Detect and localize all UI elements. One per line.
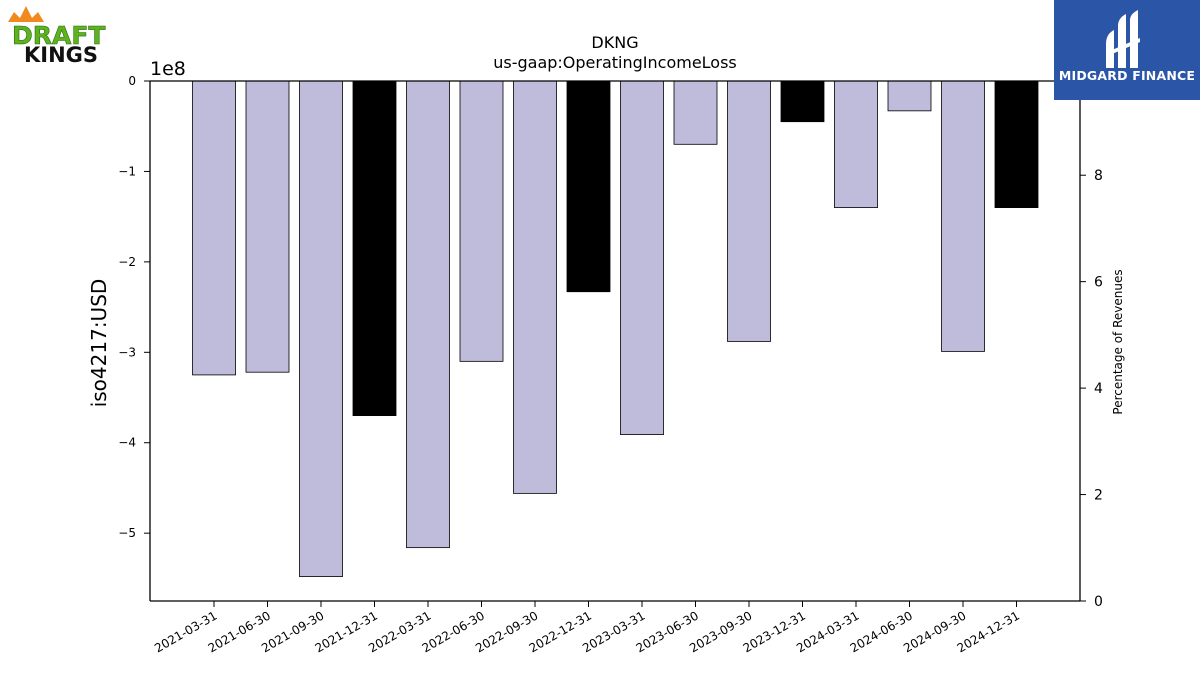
y2-tick-label: 2 (1094, 488, 1103, 504)
chart-subtitle: us-gaap:OperatingIncomeLoss (493, 53, 737, 72)
y-axis-ticks: 0 −1 −2 −3 −4 −5 (118, 74, 150, 540)
bar-2023-12-31 (780, 80, 825, 123)
midgard-finance-text: MIDGARD FINANCE (1058, 68, 1196, 83)
bar-2022-06-30 (459, 80, 504, 362)
y-tick-label: −1 (118, 164, 136, 178)
bar-2021-12-31 (352, 80, 397, 417)
y-axis-label: iso4217:USD (87, 279, 111, 408)
y2-tick-label: 6 (1094, 275, 1103, 291)
y2-axis-ticks: 0 2 4 6 8 (1080, 168, 1103, 610)
y2-tick-label: 4 (1094, 381, 1103, 397)
bar-2024-06-30 (887, 80, 932, 112)
y2-axis-label: Percentage of Revenues (1111, 269, 1125, 414)
y-tick-label: −2 (118, 255, 136, 269)
bar-2022-12-31 (566, 80, 611, 293)
midgard-finance-logo: MIDGARD FINANCE (1054, 0, 1200, 100)
chart-title: DKNG (591, 33, 638, 52)
y2-tick-label: 0 (1094, 594, 1103, 610)
bar-2024-09-30 (941, 80, 985, 352)
logo-line2: KINGS (24, 43, 98, 67)
y-offset-label: 1e8 (150, 58, 186, 80)
y-tick-label: −4 (118, 436, 136, 450)
bar-2021-03-31 (192, 80, 236, 376)
bar-2023-06-30 (673, 80, 718, 145)
y2-tick-label: 8 (1094, 168, 1103, 184)
y-tick-label: −5 (118, 526, 136, 540)
bar-2023-09-30 (727, 80, 771, 342)
y-tick-label: 0 (128, 74, 136, 88)
y-tick-label: −3 (118, 345, 136, 359)
bar-2024-12-31 (994, 80, 1039, 209)
crown-icon (8, 6, 44, 22)
midgard-emblem-icon (1106, 10, 1140, 68)
logo-line1: DRAFT (12, 21, 105, 50)
bar-2023-03-31 (620, 80, 664, 436)
bar-2022-03-31 (406, 80, 450, 549)
bars (192, 80, 1039, 577)
bar-2021-09-30 (299, 80, 343, 577)
draftkings-logo: DRAFT KINGS (0, 0, 125, 70)
x-axis-ticks: 2021-03-312021-06-302021-09-302021-12-31… (152, 601, 1022, 655)
bar-2022-09-30 (513, 80, 557, 494)
bar-2024-03-31 (834, 80, 878, 209)
bar-2021-06-30 (245, 80, 290, 373)
